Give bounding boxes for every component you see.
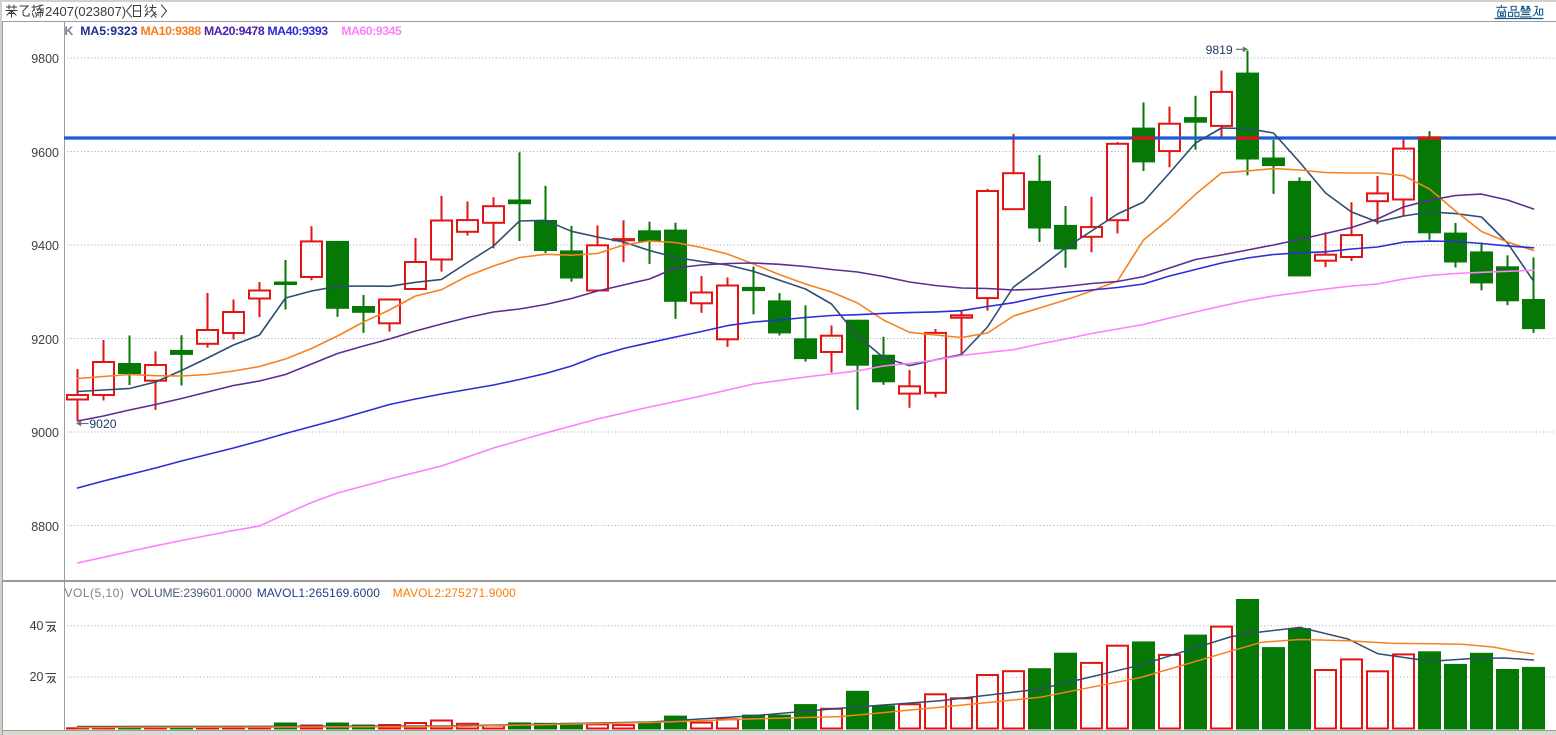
svg-text:40: 40 xyxy=(30,619,44,633)
svg-text:2407(023807): 2407(023807) xyxy=(45,4,126,19)
svg-text:20: 20 xyxy=(30,670,44,684)
